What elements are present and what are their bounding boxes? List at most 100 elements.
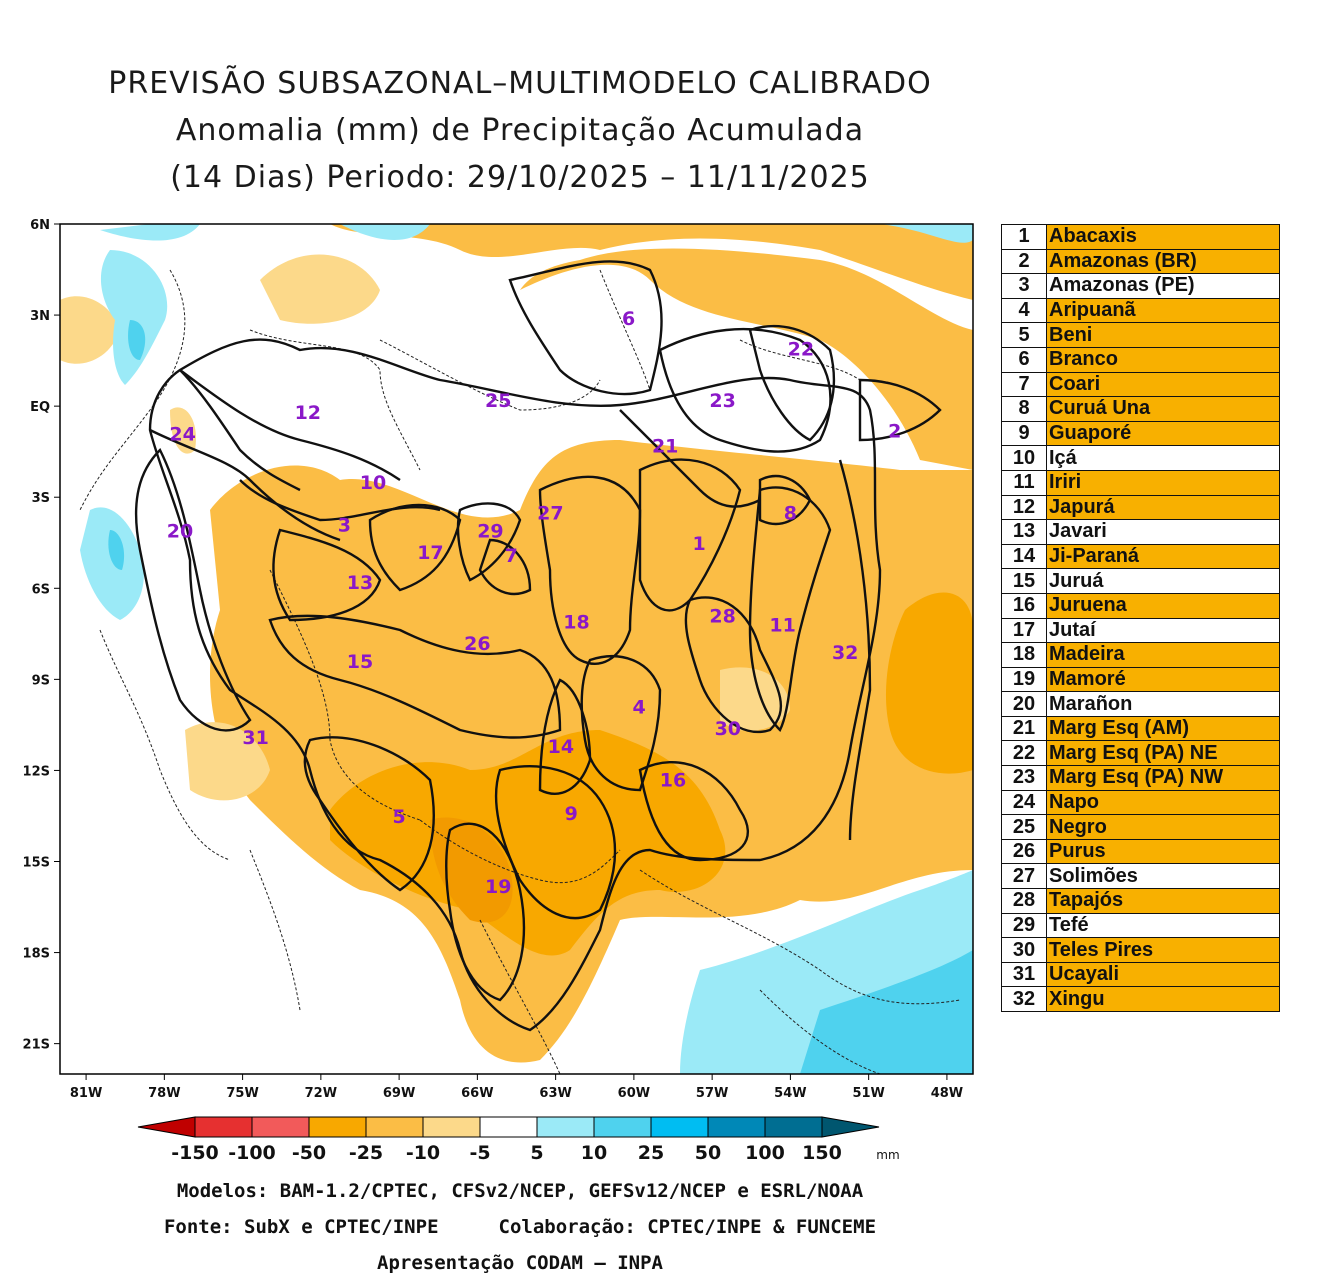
y-tick-label: EQ (30, 400, 50, 415)
basin-label-24: 24 (169, 423, 195, 445)
legend-basin-name: Japurá (1046, 494, 1280, 521)
colorbar-segment (536, 1116, 595, 1138)
colorbar-segment (593, 1116, 652, 1138)
x-tick-label: 48W (931, 1086, 963, 1101)
title-line-3: (14 Dias) Periodo: 29/10/2025 – 11/11/20… (170, 160, 870, 195)
basin-label-9: 9 (565, 803, 578, 825)
colorbar-segment (365, 1116, 424, 1138)
legend-row: 5 Beni (1001, 322, 1280, 348)
legend-basin-number: 8 (1001, 396, 1047, 422)
basin-label-25: 25 (485, 390, 511, 412)
credits-presentation: Apresentação CODAM – INPA (377, 1252, 663, 1274)
colorbar-segment (764, 1116, 823, 1138)
legend-basin-name: Madeira (1046, 642, 1280, 668)
basin-label-15: 15 (347, 651, 373, 673)
legend-row: 15 Juruá (1001, 568, 1280, 594)
legend-row: 30 Teles Pires (1001, 937, 1280, 963)
basin-legend-table: 1 Abacaxis 2 Amazonas (BR) 3 Amazonas (PE) 4 Ar… (1001, 224, 1280, 1012)
colorbar: -150 -100 -50 -25 -10 -5 5 10 25 50 100 150 mm (137, 1116, 900, 1164)
legend-basin-number: 11 (1001, 469, 1047, 496)
legend-basin-name: Ji-Paraná (1046, 543, 1280, 570)
legend-basin-number: 28 (1001, 888, 1047, 914)
legend-row: 6 Branco (1001, 346, 1280, 373)
legend-row: 3 Amazonas (PE) (1001, 273, 1280, 299)
basin-label-7: 7 (505, 545, 518, 567)
legend-basin-number: 17 (1001, 617, 1047, 644)
legend-row: 23 Marg Esq (PA) NW (1001, 765, 1280, 791)
colorbar-label: 150 (802, 1142, 842, 1164)
legend-row: 26 Purus (1001, 838, 1280, 865)
legend-basin-number: 21 (1001, 715, 1047, 742)
credits-source-text: Fonte: SubX e CPTEC/INPE (163, 1216, 439, 1238)
y-tick-label: 6S (32, 582, 50, 597)
legend-basin-number: 24 (1001, 789, 1047, 816)
legend-basin-name: Coari (1046, 371, 1280, 398)
basin-label-19: 19 (485, 876, 511, 898)
legend-row: 16 Juruena (1001, 592, 1280, 619)
legend-row: 19 Mamoré (1001, 666, 1280, 693)
y-tick-label: 21S (23, 1038, 50, 1053)
legend-basin-name: Guaporé (1046, 420, 1280, 447)
legend-row: 8 Curuá Una (1001, 396, 1280, 422)
legend-basin-name: Marg Esq (PA) NW (1046, 765, 1280, 791)
legend-basin-number: 25 (1001, 814, 1047, 840)
x-tick-label: 54W (774, 1086, 806, 1101)
dry-anomaly-shading (60, 224, 973, 1063)
legend-basin-number: 22 (1001, 740, 1047, 767)
basin-label-5: 5 (392, 806, 405, 828)
legend-row: 7 Coari (1001, 371, 1280, 398)
basin-label-4: 4 (632, 697, 645, 719)
legend-row: 17 Jutaí (1001, 617, 1280, 644)
legend-basin-name: Amazonas (PE) (1046, 273, 1280, 299)
legend-basin-name: Mamoré (1046, 666, 1280, 693)
legend-basin-name: Iriri (1046, 469, 1280, 496)
legend-basin-number: 7 (1001, 371, 1047, 398)
colorbar-segment (308, 1116, 367, 1138)
legend-basin-name: Amazonas (BR) (1046, 248, 1280, 275)
y-tick-label: 6N (30, 218, 50, 233)
x-tick-label: 63W (539, 1086, 571, 1101)
colorbar-label: 25 (638, 1142, 664, 1164)
legend-row: 4 Aripuanã (1001, 297, 1280, 324)
y-tick-label: 9S (32, 673, 50, 688)
legend-basin-name: Napo (1046, 789, 1280, 816)
colorbar-label: -100 (228, 1142, 276, 1164)
legend-basin-name: Purus (1046, 838, 1280, 865)
legend-basin-name: Abacaxis (1046, 224, 1280, 250)
x-tick-label: 66W (461, 1086, 493, 1101)
colorbar-label: -10 (406, 1142, 440, 1164)
legend-row: 14 Ji-Paraná (1001, 543, 1280, 570)
legend-basin-name: Marañon (1046, 691, 1280, 717)
legend-basin-name: Xingu (1046, 986, 1280, 1012)
basin-labels: 1234567891011121314151617181920212223242… (167, 308, 902, 898)
legend-basin-number: 10 (1001, 445, 1047, 471)
colorbar-label: 10 (581, 1142, 607, 1164)
colorbar-label: -25 (349, 1142, 383, 1164)
legend-basin-number: 16 (1001, 592, 1047, 619)
basin-outlines (134, 260, 942, 1032)
legend-basin-name: Branco (1046, 346, 1280, 373)
map-title: PREVISÃO SUBSAZONAL–MULTIMODELO CALIBRAD… (60, 60, 980, 201)
legend-basin-name: Aripuanã (1046, 297, 1280, 324)
legend-basin-number: 27 (1001, 863, 1047, 890)
legend-basin-name: Juruá (1046, 568, 1280, 594)
legend-basin-name: Teles Pires (1046, 937, 1280, 963)
basin-label-26: 26 (464, 633, 490, 655)
legend-row: 32 Xingu (1001, 986, 1280, 1012)
precipitation-anomaly-map: 1234567891011121314151617181920212223242… (23, 218, 974, 1164)
colorbar-unit: mm (876, 1148, 899, 1162)
legend-basin-name: Tefé (1046, 912, 1280, 939)
basin-label-29: 29 (477, 521, 503, 543)
basin-label-28: 28 (709, 606, 735, 628)
legend-row: 21 Marg Esq (AM) (1001, 715, 1280, 742)
basin-label-10: 10 (360, 472, 386, 494)
y-tick-label: 12S (23, 764, 50, 779)
title-line-2: Anomalia (mm) de Precipitação Acumulada (175, 113, 865, 148)
legend-basin-number: 6 (1001, 346, 1047, 373)
basin-label-1: 1 (692, 533, 705, 555)
legend-row: 28 Tapajós (1001, 888, 1280, 914)
basin-label-17: 17 (417, 542, 443, 564)
basin-label-21: 21 (652, 436, 678, 458)
legend-basin-number: 19 (1001, 666, 1047, 693)
x-tick-label: 57W (696, 1086, 728, 1101)
